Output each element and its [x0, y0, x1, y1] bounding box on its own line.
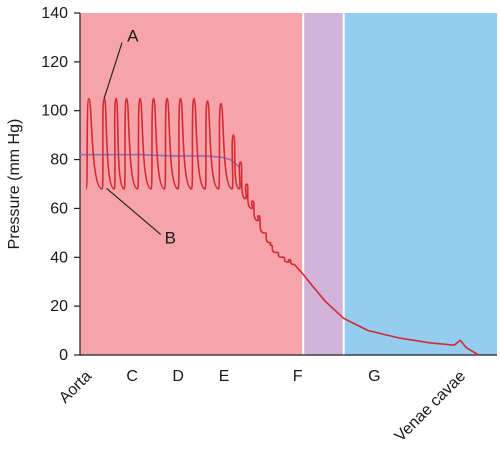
chart-axes — [79, 13, 497, 356]
x-category-label: Aorta — [56, 368, 95, 407]
y-axis-title: Pressure (mm Hg) — [6, 119, 23, 250]
chart-annotations: AB — [103, 27, 176, 247]
y-tick-label: 60 — [50, 200, 68, 217]
x-category-label: F — [293, 368, 303, 385]
y-tick-label: 100 — [41, 103, 68, 120]
x-category-label: C — [126, 368, 138, 385]
x-category-label: G — [368, 368, 380, 385]
x-category-labels: Aorta C D E F G Venae cavae — [56, 368, 469, 446]
annotation-a-label: A — [127, 27, 139, 46]
x-category-label: D — [172, 368, 184, 385]
region-venous — [343, 13, 497, 355]
x-category-label: Venae cavae — [392, 368, 470, 446]
chart-regions — [80, 13, 497, 355]
y-tick-labels: 0 20 40 60 80 100 120 140 — [41, 5, 80, 364]
y-tick-label: 40 — [50, 249, 68, 266]
series-line-pressure — [85, 97, 480, 356]
annotation-b-label: B — [165, 228, 176, 247]
series-line-mean — [80, 153, 240, 168]
region-capillary — [303, 13, 344, 355]
y-tick-label: 80 — [50, 152, 68, 169]
y-tick-label: 20 — [50, 298, 68, 315]
y-tick-label: 120 — [41, 54, 68, 71]
annotation-b-leader — [106, 187, 162, 235]
x-category-label: E — [219, 368, 230, 385]
y-tick-label: 0 — [59, 347, 68, 364]
annotation-a-leader — [103, 42, 123, 99]
chart-series — [80, 97, 480, 356]
y-tick-label: 140 — [41, 5, 68, 22]
